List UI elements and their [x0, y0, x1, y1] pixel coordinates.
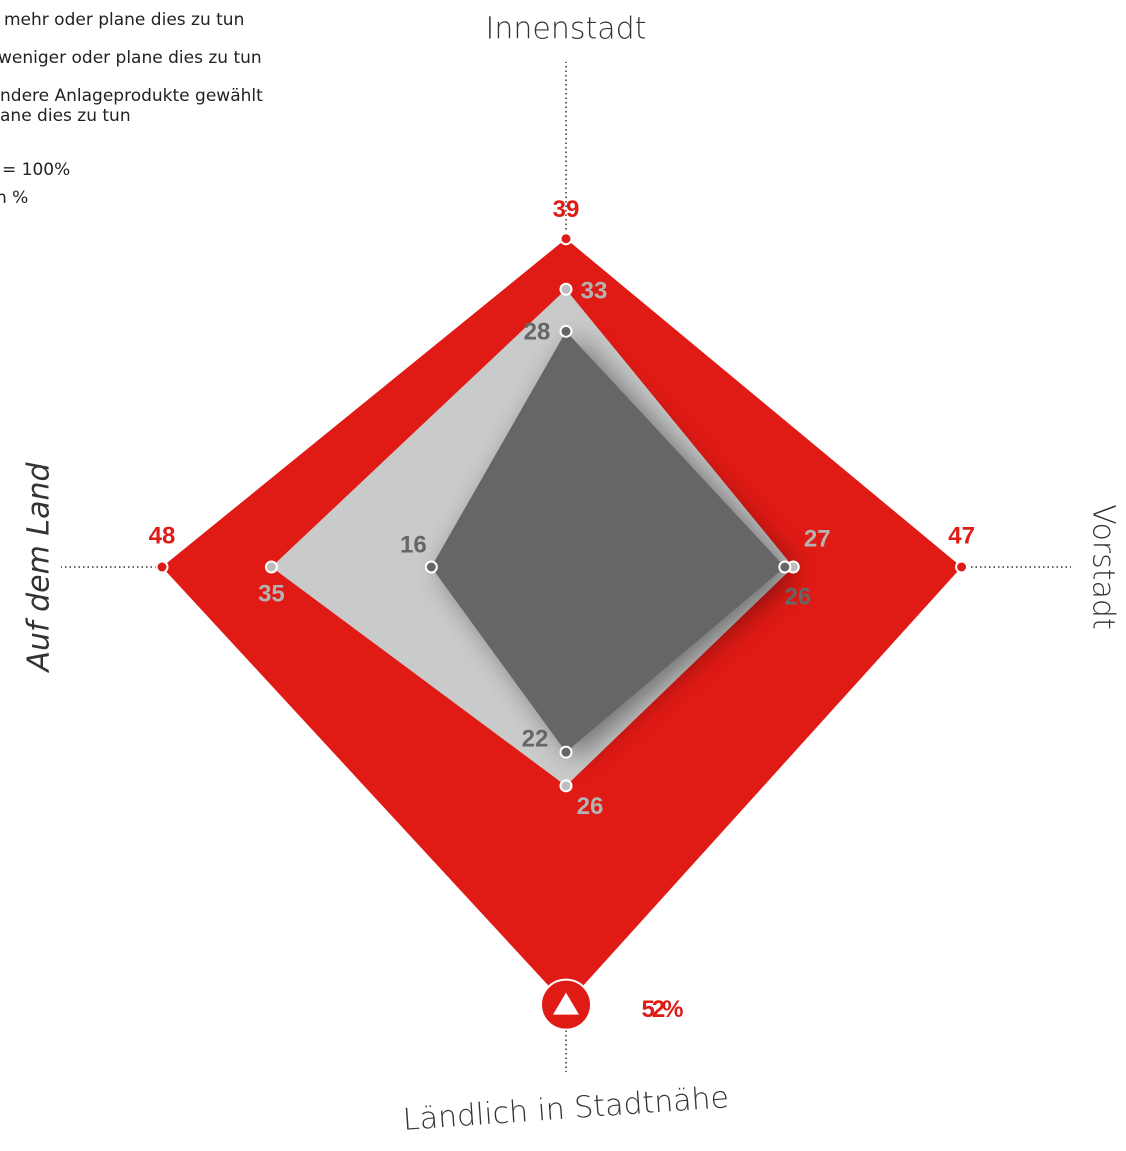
legend: mehr oder plane dies zu tun weniger oder …: [0, 10, 263, 208]
axis-label: Vorstadt: [1086, 504, 1121, 629]
value-label: 22: [522, 726, 549, 753]
legend-note: n %: [0, 188, 28, 208]
axis-label: Ländlich in Stadtnähe: [402, 1080, 730, 1138]
plot: 39 47 52% 48 33 27 26 35 28 26 22 16: [149, 196, 975, 1031]
radar-area: [431, 331, 785, 753]
value-label: 26: [577, 793, 604, 820]
marker-icon-arrow: [553, 992, 579, 1015]
legend-label: ane dies zu tun: [0, 106, 131, 126]
axis-label: Auf dem Land: [22, 462, 57, 674]
value-label: 28: [524, 319, 551, 346]
marker: [264, 560, 278, 574]
marker: [955, 560, 969, 574]
value-label: 47: [948, 522, 975, 549]
axis-label: Innenstadt: [486, 12, 647, 47]
legend-note: = 100%: [2, 160, 70, 180]
value-label: 39: [553, 196, 580, 223]
marker: [559, 779, 573, 793]
value-label: 16: [400, 531, 427, 558]
legend-label: weniger oder plane dies zu tun: [0, 48, 262, 68]
marker: [559, 282, 573, 296]
value-label: 27: [804, 525, 831, 552]
value-label: 33: [581, 278, 608, 305]
value-label: 48: [149, 522, 176, 549]
marker: [559, 745, 573, 759]
marker: [424, 560, 438, 574]
value-label: 35: [258, 580, 285, 607]
marker: [559, 324, 573, 338]
legend-label: ndere Anlageprodukte gewählt: [0, 86, 263, 106]
marker: [155, 560, 169, 574]
value-label: 52%: [641, 996, 683, 1023]
marker: [559, 232, 573, 246]
marker: [778, 560, 792, 574]
legend-label: mehr oder plane dies zu tun: [4, 10, 244, 30]
value-label: 26: [784, 583, 811, 610]
